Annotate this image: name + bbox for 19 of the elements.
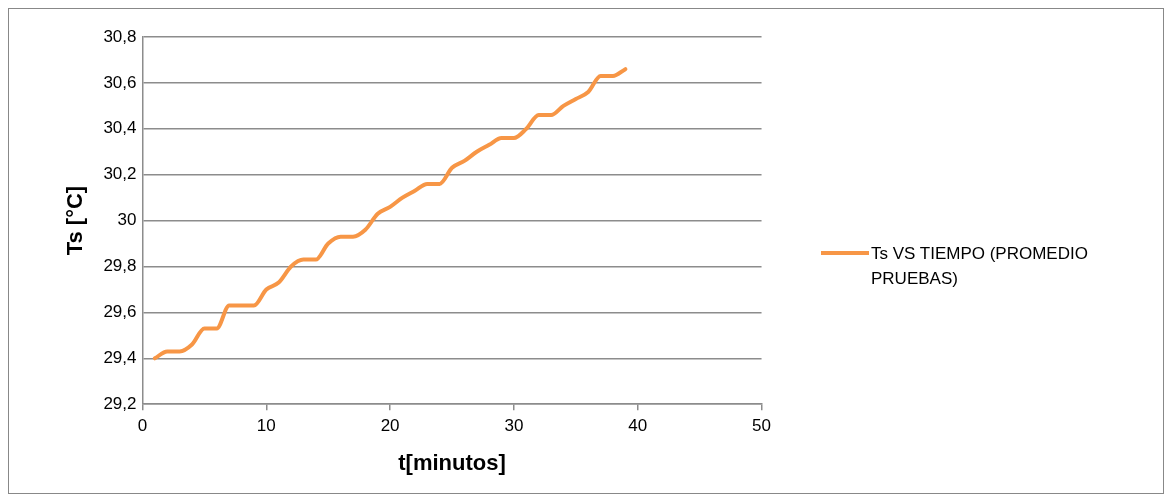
- x-tick-label: 20: [380, 416, 400, 436]
- x-tick-label: 50: [752, 416, 772, 436]
- y-tick-label: 29,4: [103, 347, 137, 367]
- y-tick-label: 30: [117, 210, 137, 230]
- y-tick-label: 29,6: [103, 302, 137, 322]
- y-tick-label: 30,6: [103, 72, 137, 92]
- y-axis-title: Ts [°C]: [62, 185, 88, 256]
- y-tick-label: 29,8: [103, 256, 137, 276]
- x-tick-label: 0: [137, 416, 148, 436]
- x-tick-label: 40: [628, 416, 648, 436]
- x-tick-label: 10: [256, 416, 276, 436]
- line-series: [152, 67, 628, 361]
- y-tick-label: 30,8: [103, 26, 137, 46]
- x-axis-title: t[minutos]: [398, 449, 506, 475]
- y-tick-label: 30,4: [103, 118, 137, 138]
- y-tick-label: 29,2: [103, 393, 137, 413]
- legend-label: Ts VS TIEMPO (PROMEDIO PRUEBAS): [871, 243, 1089, 290]
- y-tick-label: 30,2: [103, 164, 137, 184]
- x-tick-label: 30: [504, 416, 524, 436]
